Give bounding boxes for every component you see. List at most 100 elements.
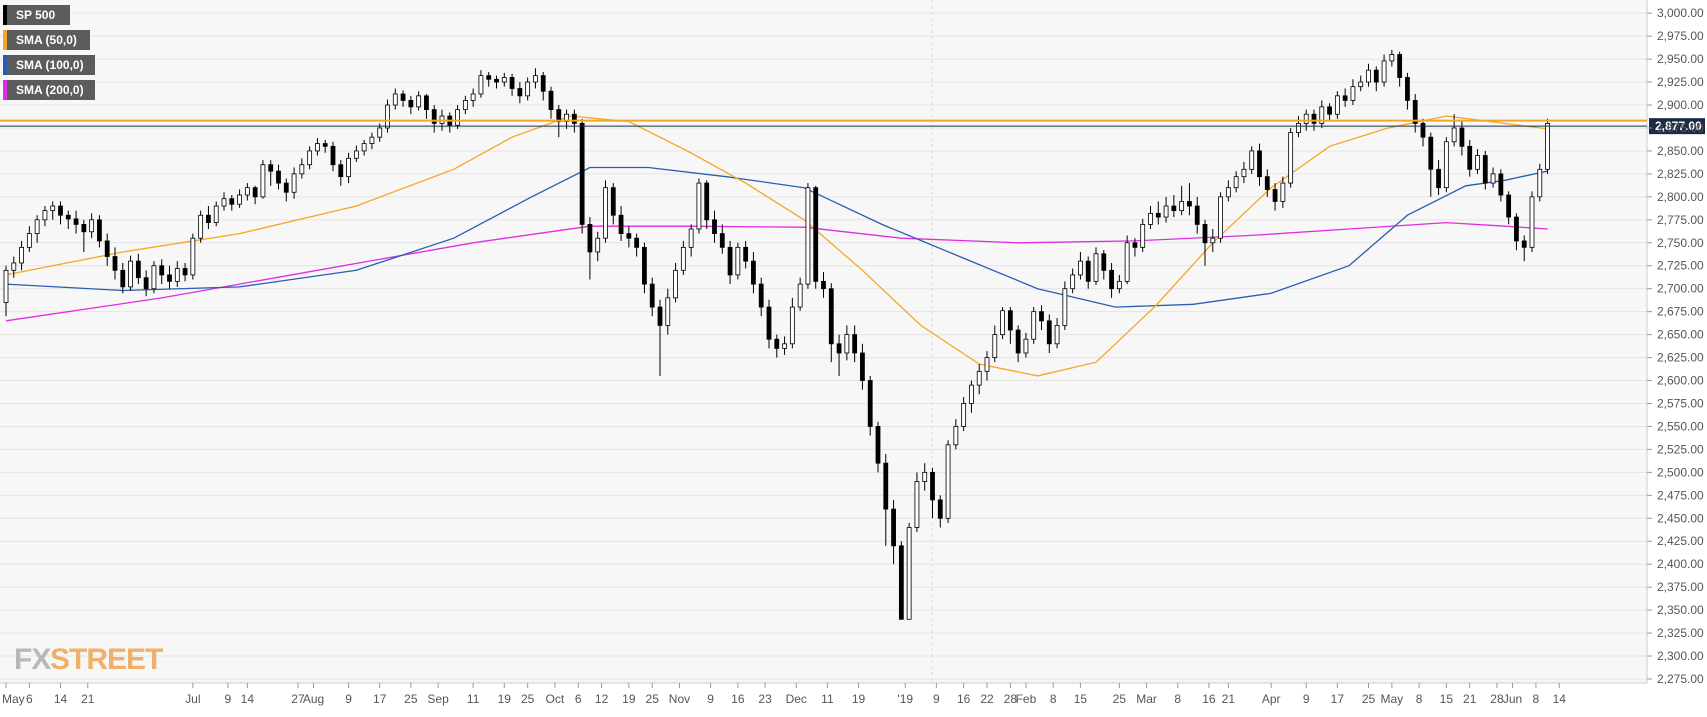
candle-body-down [758,283,764,308]
svg-text:STREET: STREET [50,643,163,676]
x-tick-label: 8 [1174,692,1181,706]
candle-body-down [1187,201,1192,207]
candle [159,259,165,285]
x-tick-label: 19 [622,692,636,706]
y-tick-label: 2,850.00 [1657,144,1704,158]
candle [680,240,686,275]
candle [1373,66,1379,92]
legend-item: SP 500 [3,5,70,25]
sma-100-line [5,166,1548,308]
x-tick-label: 25 [1362,692,1376,706]
candle [1490,167,1496,188]
y-tick-label: 2,775.00 [1657,213,1704,227]
candle-body-down [424,95,429,111]
candle-body-down [1101,253,1107,271]
candle [1451,114,1457,147]
candle [1272,183,1278,211]
x-tick-label: 23 [758,692,772,706]
candle-body-up [1179,201,1185,212]
candle [595,231,601,262]
candle [937,495,943,528]
candle [906,522,912,620]
candle [1389,49,1395,67]
candle-body-down [774,338,780,349]
candle-body-down [610,187,616,216]
candle-body-up [416,95,422,108]
candle [782,336,787,355]
candle-body-down [618,214,624,234]
candle-body-down [1202,224,1208,244]
candle-body-up [1062,288,1068,326]
legend-color-bar [3,55,7,75]
candle-body-down [719,233,725,248]
candle [1023,332,1029,358]
candle-body-down [143,277,149,290]
candle-body-down [867,380,873,427]
x-tick-label: 19 [852,692,866,706]
candle-body-up [1443,141,1449,189]
x-tick-label: Dec [786,692,807,706]
candle [1039,305,1044,331]
candle [50,201,56,220]
legend-color-bar [3,30,7,50]
candle-body-up [50,205,56,212]
x-tick-label: 9 [225,692,232,706]
candle [494,75,499,89]
candle [353,145,359,162]
candle-body-down [860,352,865,381]
candle [431,105,437,133]
candle-body-down [579,122,585,225]
y-tick-label: 2,350.00 [1657,603,1704,617]
y-tick-label: 2,525.00 [1657,442,1704,456]
candle-body-down [1171,205,1177,212]
candle-body-up [19,246,24,264]
candle-body-up [128,260,133,288]
candle-body-down [634,237,640,248]
candle-body-down [1459,127,1465,147]
candle [1031,307,1037,344]
candle [97,215,102,248]
candle-body-down [276,170,281,184]
candle [1202,219,1208,266]
candle [299,158,305,179]
candle-body-up [1529,196,1535,248]
candle [548,86,554,119]
candle [1218,192,1223,243]
candle-body-up [346,157,351,178]
candle [540,71,546,101]
candle-body-up [1070,274,1076,290]
candle [1148,206,1153,229]
candle [174,261,180,287]
candle [1319,100,1325,128]
legend-item: SMA (200,0) [3,80,95,100]
candle [1428,132,1434,197]
candle-body-down [206,214,211,223]
candle [1257,143,1262,186]
candle-body-down [494,78,499,83]
candle [182,262,188,282]
legend-color-bar [3,80,7,100]
candle-body-down [1521,240,1527,248]
candle-body-up [1116,280,1122,290]
candle-body-up [1225,187,1231,198]
candle [1342,88,1348,107]
candle [922,463,928,491]
candle [143,270,149,297]
candle-body-down [1327,106,1332,115]
candle-body-down [1272,189,1278,202]
x-tick-label: 11 [821,692,834,706]
candle-body-down [322,143,328,147]
candle [3,265,9,317]
candle [1443,137,1449,193]
candle-body-down [930,471,935,501]
y-tick-label: 2,675.00 [1657,305,1704,319]
candle [860,343,865,390]
candle [751,251,756,294]
candle-body-up [1023,338,1029,354]
candle-body-up [735,246,741,276]
candle [509,73,515,96]
candle [73,210,79,234]
candle-body-up [1475,155,1480,170]
candle [1264,169,1270,197]
